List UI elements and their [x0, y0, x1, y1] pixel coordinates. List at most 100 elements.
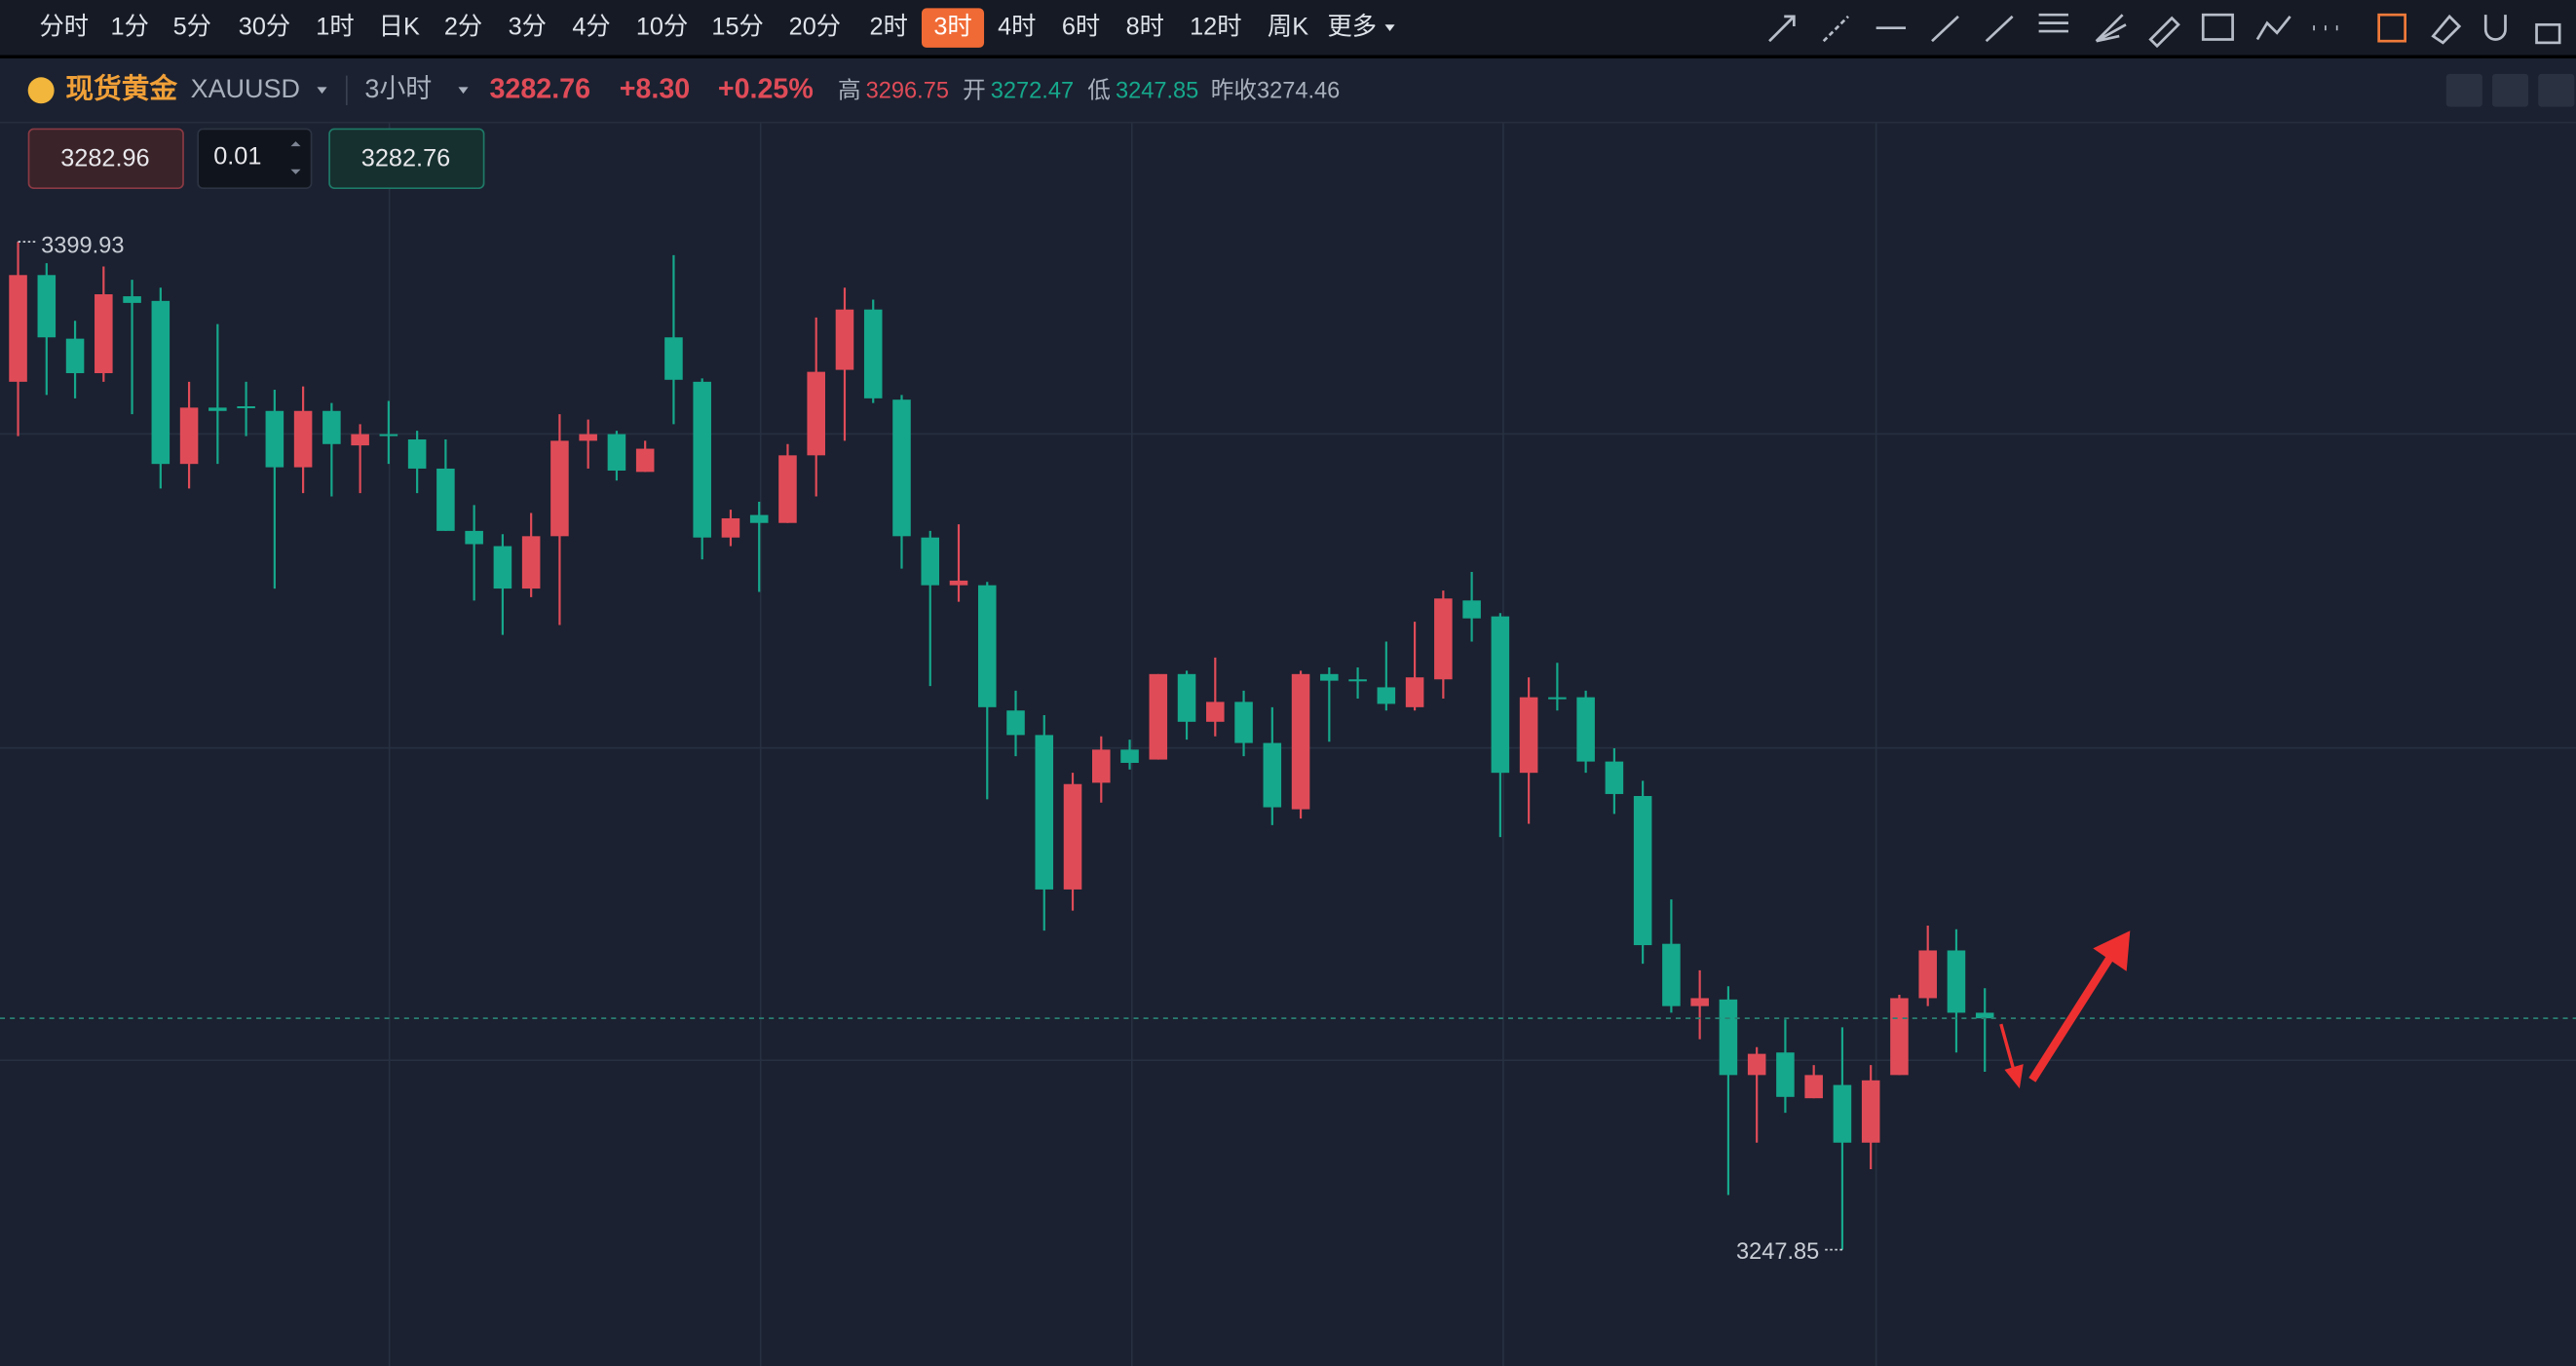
candle-body: [1377, 687, 1396, 704]
candle-body: [1206, 702, 1225, 722]
interval-tab[interactable]: 日K: [379, 13, 420, 40]
interval-tab[interactable]: 2分: [444, 13, 482, 40]
candle-body: [1320, 673, 1339, 681]
lots-input[interactable]: [197, 128, 313, 190]
candle-body: [1548, 697, 1567, 700]
candle-body: [265, 410, 284, 468]
candle-body: [892, 399, 911, 537]
drawing-tools[interactable]: [1768, 13, 2575, 107]
candle-body: [1035, 735, 1054, 890]
candle-body: [1348, 679, 1367, 682]
interval-tab[interactable]: 周K: [1268, 13, 1308, 40]
candle-body: [721, 517, 740, 538]
interval-tab[interactable]: 3时: [933, 13, 971, 40]
prev-close-value: 3274.46: [1257, 79, 1340, 104]
dropdown-arrow[interactable]: [317, 87, 327, 95]
candle-body: [807, 371, 825, 456]
candle-body: [1861, 1080, 1880, 1143]
symbol-name[interactable]: 现货黄金: [65, 72, 177, 104]
tool-button[interactable]: [2445, 73, 2482, 107]
candle-body: [863, 309, 883, 398]
candle-body: [37, 275, 57, 338]
period[interactable]: 3小时: [364, 74, 432, 103]
arrowhead: [2004, 1064, 2024, 1089]
interval-tab[interactable]: 20分: [789, 13, 841, 40]
lots-value[interactable]: 0.01: [213, 143, 261, 171]
candle-body: [65, 338, 85, 373]
candle-body: [949, 580, 968, 586]
tool-icon[interactable]: [2148, 16, 2180, 49]
last-price: 3282.76: [489, 73, 590, 104]
price-change: +8.30: [620, 73, 690, 104]
tool-button[interactable]: [2492, 73, 2529, 107]
high-price-label: 3399.93: [41, 233, 124, 258]
tool-icon[interactable]: [1768, 15, 1796, 43]
selected-interval-bg[interactable]: [921, 8, 985, 48]
sell-price[interactable]: 3282.96: [60, 144, 149, 171]
dropdown-arrow[interactable]: [458, 87, 469, 95]
candle-body: [1975, 1012, 1994, 1019]
tool-icon[interactable]: [2038, 13, 2068, 33]
interval-tab[interactable]: 15分: [711, 13, 763, 40]
dropdown-arrow[interactable]: [1384, 24, 1395, 32]
interval-tab[interactable]: 30分: [239, 13, 290, 40]
tool-icon[interactable]: [2201, 13, 2234, 41]
tool-icon[interactable]: [1931, 15, 1959, 43]
annotation-arrows: [1999, 930, 2131, 1089]
candle-body: [1405, 677, 1424, 707]
tool-icon[interactable]: [1985, 15, 2014, 43]
candle-body: [1263, 742, 1282, 808]
candle-body: [1434, 598, 1453, 680]
tool-icon[interactable]: [2483, 15, 2507, 41]
interval-tab[interactable]: 1时: [316, 13, 354, 40]
candle-body: [351, 434, 369, 446]
candle-body: [1690, 998, 1709, 1006]
candle-body: [1092, 749, 1111, 783]
symbol-code[interactable]: XAUUSD: [191, 74, 300, 103]
tool-icon[interactable]: [2377, 13, 2406, 43]
candle-body: [1234, 702, 1253, 743]
tool-icon[interactable]: [2255, 16, 2292, 41]
candle-body: [921, 537, 940, 586]
candle-body: [9, 275, 27, 382]
candles: 3399.93 3247.85: [0, 233, 2576, 1265]
interval-tab[interactable]: 1分: [111, 13, 149, 40]
low-price-label: 3247.85: [1736, 1239, 1819, 1265]
candle-body: [1576, 697, 1595, 762]
interval-tab[interactable]: 分时: [39, 13, 89, 40]
interval-tab[interactable]: 2时: [870, 13, 908, 40]
buy-button[interactable]: [328, 128, 485, 190]
interval-tab[interactable]: 更多: [1327, 13, 1377, 40]
interval-tab[interactable]: 3分: [509, 13, 547, 40]
candle-body: [123, 296, 141, 303]
tool-icon[interactable]: [2431, 14, 2462, 45]
tool-icon[interactable]: [1822, 15, 1849, 43]
interval-tab[interactable]: 8时: [1126, 13, 1164, 40]
candle-body: [379, 434, 398, 436]
low-value: 3247.85: [1116, 79, 1198, 104]
candle-body: [607, 434, 626, 471]
candle-body: [1747, 1053, 1766, 1076]
interval-tab[interactable]: 4时: [998, 13, 1036, 40]
candle-body: [493, 546, 512, 589]
buy-price[interactable]: 3282.76: [361, 144, 450, 171]
interval-tab[interactable]: 6时: [1062, 13, 1100, 40]
candle-body: [693, 381, 711, 538]
tool-button[interactable]: [2538, 73, 2575, 107]
candle-body: [749, 514, 769, 523]
open-label: 开: [963, 79, 986, 104]
interval-tab[interactable]: 10分: [636, 13, 688, 40]
candle-body: [1149, 673, 1168, 760]
tool-icon[interactable]: [2535, 22, 2561, 45]
tool-icon[interactable]: [2095, 14, 2127, 43]
toolbar: [0, 0, 2576, 57]
candle-body: [436, 468, 455, 531]
candle-body: [1177, 673, 1196, 722]
interval-tab[interactable]: 5分: [173, 13, 211, 40]
candle-body: [1719, 999, 1738, 1076]
interval-tab[interactable]: 4分: [572, 13, 610, 40]
interval-tab[interactable]: 12时: [1190, 13, 1241, 40]
sell-button[interactable]: [27, 128, 184, 190]
